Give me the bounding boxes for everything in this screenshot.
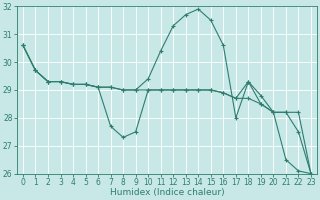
X-axis label: Humidex (Indice chaleur): Humidex (Indice chaleur) — [110, 188, 224, 197]
